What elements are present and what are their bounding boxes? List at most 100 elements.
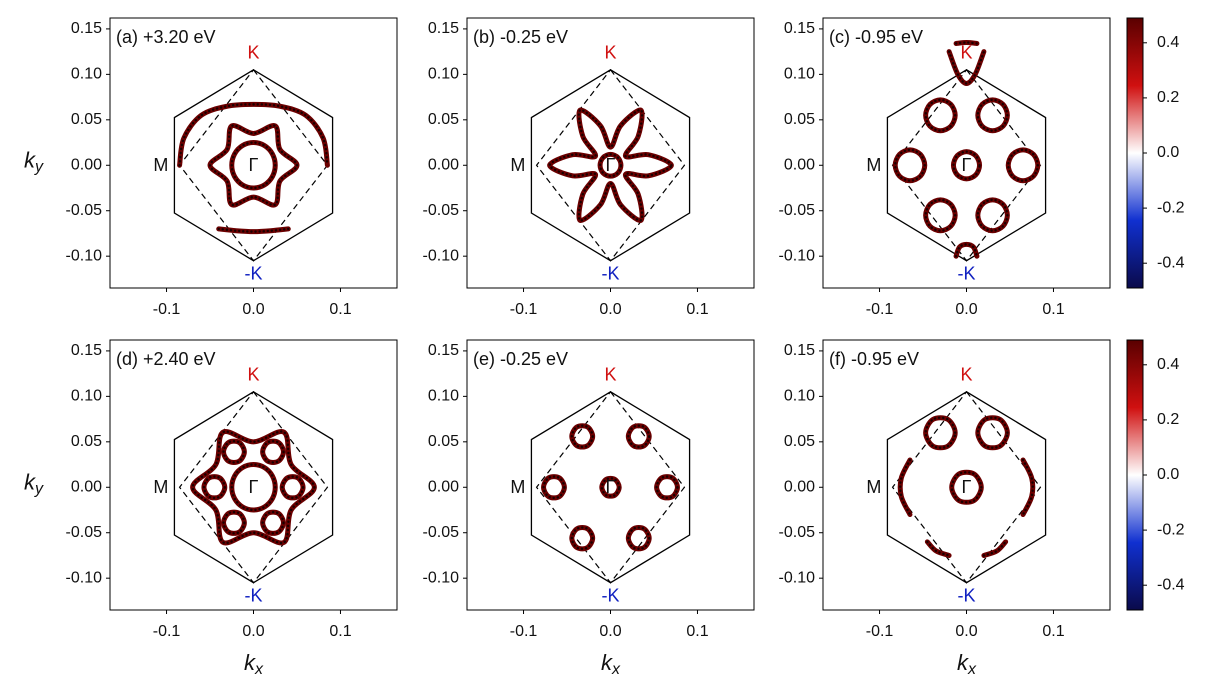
panel: -0.1 0.0 0.1 0.15 0.10 0.05 0.00 -0.05 -0.10 K -K M… bbox=[423, 339, 755, 678]
fermi-contour-dots bbox=[924, 198, 957, 232]
panel: -0.1 0.0 0.1 0.15 0.10 0.05 0.00 -0.05 -0.10 K -K M… bbox=[779, 17, 1185, 318]
fermi-contour-dots bbox=[1021, 458, 1035, 516]
y-tick-label: 0.10 bbox=[784, 388, 815, 405]
fermi-contour-dots bbox=[222, 510, 246, 535]
fermi-contour-dots bbox=[261, 510, 285, 535]
point-label: -K bbox=[245, 585, 263, 605]
x-axis-label-sub: x bbox=[254, 661, 264, 678]
x-tick-label: -0.1 bbox=[153, 301, 181, 318]
fermi-contour-dots bbox=[178, 103, 329, 167]
y-tick-label: 0.00 bbox=[71, 156, 102, 173]
colorbar-tick-label: 0.0 bbox=[1157, 466, 1179, 483]
point-label: M bbox=[510, 155, 525, 175]
point-label: K bbox=[960, 365, 972, 385]
point-label: K bbox=[960, 43, 972, 63]
panel-title: (d) +2.40 eV bbox=[116, 349, 216, 369]
fermi-contour-dots bbox=[570, 424, 594, 449]
fermi-contour-dots bbox=[222, 439, 246, 464]
colorbar-tick-label: 0.4 bbox=[1157, 34, 1179, 51]
reduced-zone bbox=[178, 390, 329, 584]
point-label: Γ bbox=[606, 477, 616, 497]
panel-title: (c) -0.95 eV bbox=[829, 27, 923, 47]
x-tick-label: 0.0 bbox=[599, 623, 621, 640]
fermi-contour-dots bbox=[191, 430, 316, 545]
point-label: Γ bbox=[606, 155, 616, 175]
y-tick-label: 0.15 bbox=[71, 342, 102, 359]
y-tick-label: -0.10 bbox=[779, 247, 816, 264]
fermi-contour-dots bbox=[655, 475, 679, 500]
fermi-contour-dots bbox=[542, 475, 566, 500]
fermi-contour bbox=[216, 226, 291, 235]
y-tick-label: 0.05 bbox=[71, 111, 102, 128]
y-tick-label: 0.05 bbox=[784, 433, 815, 450]
y-tick-label: 0.05 bbox=[784, 111, 815, 128]
colorbar-tick-label: 0.4 bbox=[1157, 356, 1179, 373]
fermi-contour-dots bbox=[976, 198, 1009, 232]
point-label: K bbox=[247, 365, 259, 385]
reduced-zone bbox=[178, 68, 329, 262]
fermi-contour-dots bbox=[954, 243, 979, 258]
fermi-contour-dots bbox=[1007, 148, 1040, 182]
y-tick-label: -0.10 bbox=[66, 247, 103, 264]
x-tick-label: 0.0 bbox=[242, 623, 264, 640]
colorbar bbox=[1126, 339, 1144, 611]
panel-title: (a) +3.20 eV bbox=[116, 27, 216, 47]
fermi-contour-dots bbox=[924, 416, 957, 449]
fermi-contour-dots bbox=[898, 458, 912, 516]
x-tick-label: 0.1 bbox=[1042, 301, 1064, 318]
x-tick-label: 0.0 bbox=[599, 301, 621, 318]
x-axis-label: kx bbox=[601, 650, 621, 678]
y-tick-label: 0.15 bbox=[784, 20, 815, 37]
fermi-contour-dots bbox=[627, 526, 651, 551]
y-tick-label: 0.05 bbox=[71, 433, 102, 450]
x-tick-label: 0.0 bbox=[242, 301, 264, 318]
x-tick-label: 0.0 bbox=[955, 301, 977, 318]
y-tick-label: -0.10 bbox=[423, 247, 460, 264]
point-label: M bbox=[153, 477, 168, 497]
fermi-contour-dots bbox=[976, 416, 1009, 449]
fermi-contour-dots bbox=[230, 141, 277, 190]
reduced-zone bbox=[535, 390, 686, 584]
fermi-contour-dots bbox=[217, 227, 290, 233]
point-label: -K bbox=[958, 263, 976, 283]
panel: -0.1 0.0 0.1 0.15 0.10 0.05 0.00 -0.05 -0.10 K -K M… bbox=[24, 17, 398, 318]
colorbar-tick-label: 0.2 bbox=[1157, 411, 1179, 428]
y-tick-label: 0.00 bbox=[428, 478, 459, 495]
point-label: K bbox=[247, 43, 259, 63]
fermi-contour-dots bbox=[230, 463, 277, 512]
y-tick-label: 0.15 bbox=[428, 342, 459, 359]
y-tick-label: -0.05 bbox=[66, 524, 103, 541]
y-tick-label: 0.15 bbox=[784, 342, 815, 359]
x-tick-label: -0.1 bbox=[510, 301, 538, 318]
x-axis-label-sub: x bbox=[611, 661, 621, 678]
point-label: M bbox=[510, 477, 525, 497]
fermi-contour-dots bbox=[280, 475, 305, 500]
point-label: M bbox=[153, 155, 168, 175]
y-tick-label: 0.05 bbox=[428, 433, 459, 450]
fermi-contour-dots bbox=[952, 150, 981, 181]
point-label: M bbox=[866, 477, 881, 497]
panel: -0.1 0.0 0.1 0.15 0.10 0.05 0.00 -0.05 -0.10 K -K M… bbox=[779, 339, 1185, 678]
colorbar bbox=[1126, 17, 1144, 289]
x-axis-label: kx bbox=[244, 650, 264, 678]
y-axis-label-main: k bbox=[24, 147, 36, 172]
y-tick-label: 0.00 bbox=[428, 156, 459, 173]
x-tick-label: -0.1 bbox=[153, 623, 181, 640]
fermi-contour-dots bbox=[600, 477, 621, 498]
point-label: M bbox=[866, 155, 881, 175]
y-tick-label: 0.00 bbox=[784, 156, 815, 173]
colorbar-tick-label: -0.2 bbox=[1157, 199, 1185, 216]
fermi-contour-dots bbox=[202, 475, 227, 500]
fermi-contour-dots bbox=[208, 124, 299, 207]
fermi-contour-dots bbox=[261, 439, 285, 464]
fermi-contour-dots bbox=[548, 108, 673, 222]
y-tick-label: 0.10 bbox=[428, 66, 459, 83]
colorbar-tick-label: -0.4 bbox=[1157, 254, 1185, 271]
point-label: Γ bbox=[249, 477, 259, 497]
y-axis-label-main: k bbox=[24, 469, 36, 494]
fermi-contour-dots bbox=[926, 540, 951, 557]
point-label: Γ bbox=[962, 155, 972, 175]
fermi-contour bbox=[953, 40, 980, 46]
fermi-contour-dots bbox=[976, 98, 1009, 132]
